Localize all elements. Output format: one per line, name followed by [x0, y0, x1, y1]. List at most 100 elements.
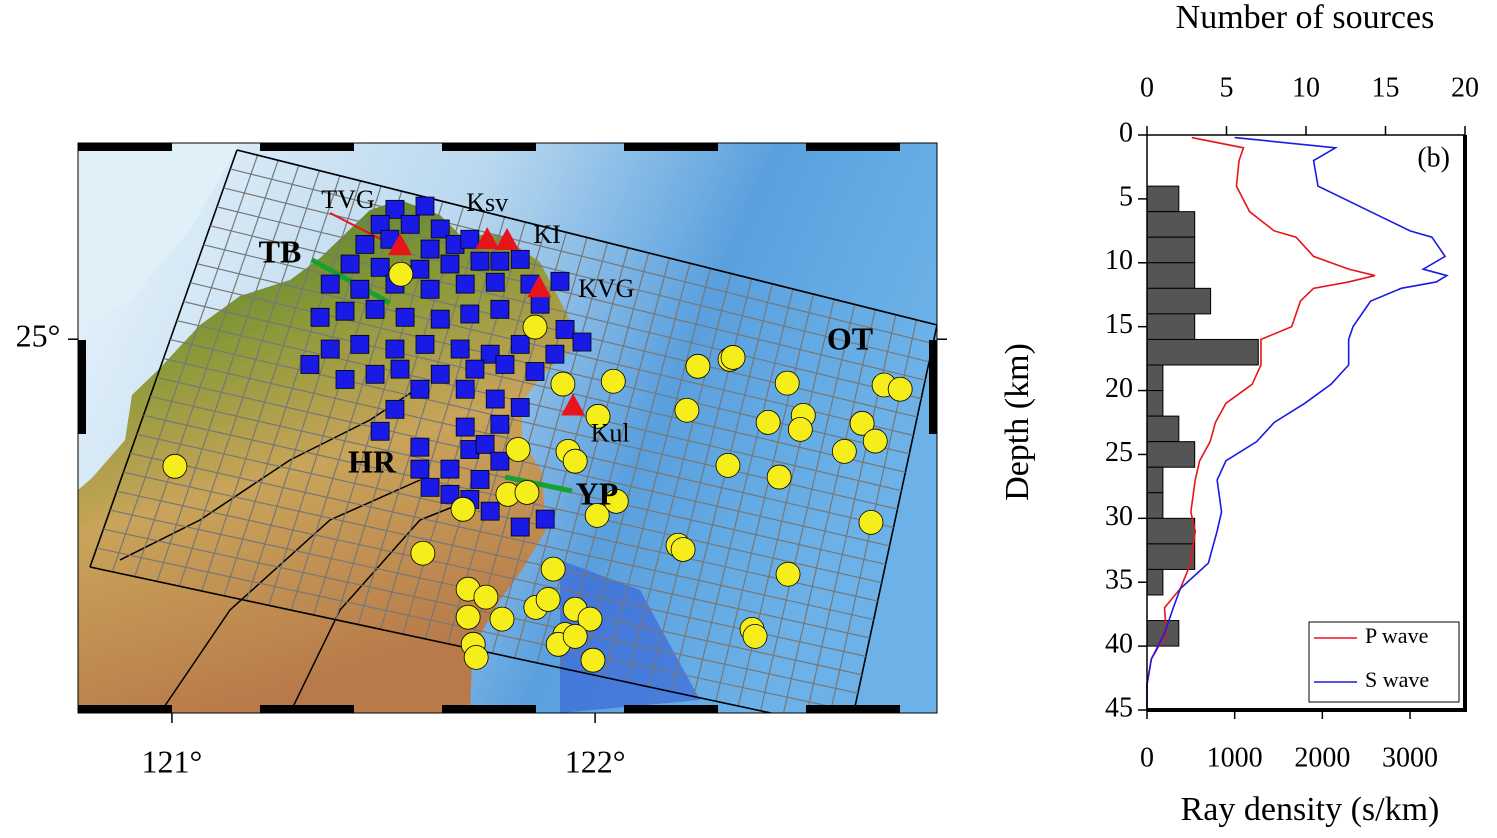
histogram-bar [1146, 236, 1196, 264]
histogram-bar [1146, 287, 1212, 315]
earthquake-square [410, 259, 430, 279]
earthquake-square [480, 501, 500, 521]
earthquake-square [455, 379, 475, 399]
earthquake-square [310, 307, 330, 327]
earthquake-square [440, 459, 460, 479]
earthquake-circle [489, 606, 515, 632]
earthquake-square [485, 389, 505, 409]
mesh-line [156, 376, 890, 547]
histogram-bar [1146, 466, 1164, 494]
histogram-bar [1146, 364, 1164, 392]
histogram-bar [1146, 543, 1196, 570]
histogram-bar [1146, 390, 1164, 417]
earthquake-square [510, 398, 530, 417]
earthquake-square [400, 214, 420, 234]
earthquake-square [460, 304, 480, 324]
mesh-line [96, 547, 855, 713]
earthquake-circle [535, 587, 561, 612]
mesh-line [210, 225, 922, 400]
series-line [1146, 136, 1449, 710]
station [527, 275, 552, 298]
earthquake-square [455, 274, 475, 294]
earthquake-circle [766, 464, 792, 490]
histogram-bar [1146, 185, 1180, 213]
earthquake-square [415, 334, 435, 354]
earthquake-circle [540, 556, 566, 582]
earthquake-square [420, 239, 440, 259]
earthquake-square [420, 477, 440, 497]
y-tick-label: 40 [1105, 629, 1133, 660]
earthquake-circle [674, 397, 700, 423]
earthquake-circle [831, 438, 857, 464]
earthquake-square [545, 344, 565, 364]
x2-axis-title: Number of sources [1176, 0, 1435, 36]
histogram-bar [1146, 620, 1180, 647]
earthquake-circle [670, 537, 696, 562]
earthquake-square [440, 254, 460, 274]
histogram-bar [1146, 313, 1196, 340]
earthquake-circle [562, 623, 588, 649]
earthquake-square [355, 234, 375, 254]
legend-label: S wave [1365, 667, 1429, 692]
earthquake-square [365, 299, 385, 319]
station-label: KI [533, 220, 560, 249]
earthquake-square [385, 199, 405, 219]
earthquake-square [320, 339, 340, 359]
earthquake-circle [858, 509, 884, 535]
x2-tick-label: 15 [1372, 72, 1400, 103]
earthquake-square [335, 370, 355, 389]
earthquake-square [470, 251, 490, 271]
earthquake-square [550, 271, 570, 291]
histogram-bar [1146, 441, 1196, 468]
earthquake-square [510, 334, 530, 354]
y-tick-label: 25 [1105, 437, 1133, 468]
earthquake-circle [562, 448, 588, 474]
earthquake-circle [505, 437, 531, 462]
earthquake-square [320, 274, 340, 294]
earthquake-circle [550, 371, 576, 397]
earthquake-square [385, 399, 405, 419]
region-label: HR [348, 443, 397, 479]
mesh-line [216, 206, 926, 381]
region-label: OT [827, 320, 873, 356]
earthquake-square [370, 421, 390, 441]
earthquake-circle [600, 368, 626, 394]
earthquake-square [480, 344, 500, 364]
mesh-line [183, 301, 906, 473]
earthquake-square [410, 437, 430, 457]
mesh-line [230, 168, 934, 344]
earthquake-square [350, 334, 370, 354]
station [561, 393, 586, 416]
earthquake-square [370, 257, 390, 277]
earthquake-square [510, 517, 530, 537]
earthquake-circle [787, 417, 813, 442]
x2-tick-label: 5 [1220, 72, 1234, 103]
legend-label: P wave [1365, 623, 1428, 648]
histogram-bar [1146, 492, 1164, 519]
histogram-bar [1146, 415, 1180, 443]
earthquake-circle [720, 345, 746, 370]
earthquake-square [430, 309, 450, 329]
earthquake-square [475, 434, 495, 454]
y-axis-title: Depth (km) [999, 343, 1036, 501]
earthquake-circle [585, 403, 611, 429]
earthquake-circle [849, 410, 875, 436]
earthquake-square [490, 414, 510, 434]
mesh-line [123, 471, 870, 639]
earthquake-square [450, 339, 470, 359]
y-tick-label: 5 [1119, 181, 1133, 212]
earthquake-circle [685, 353, 711, 379]
panel-label: (b) [1417, 142, 1450, 173]
x-tick-label: 2000 [1294, 742, 1350, 773]
legend-box [1308, 621, 1460, 703]
earthquake-circle [887, 376, 913, 402]
earthquake-circle [755, 409, 781, 435]
earthquake-square [525, 362, 545, 381]
mesh-line [176, 320, 902, 492]
earthquake-circle [473, 584, 499, 610]
x-tick-label: 121° [142, 743, 203, 779]
earthquake-square [420, 279, 440, 299]
earthquake-square [572, 332, 592, 352]
